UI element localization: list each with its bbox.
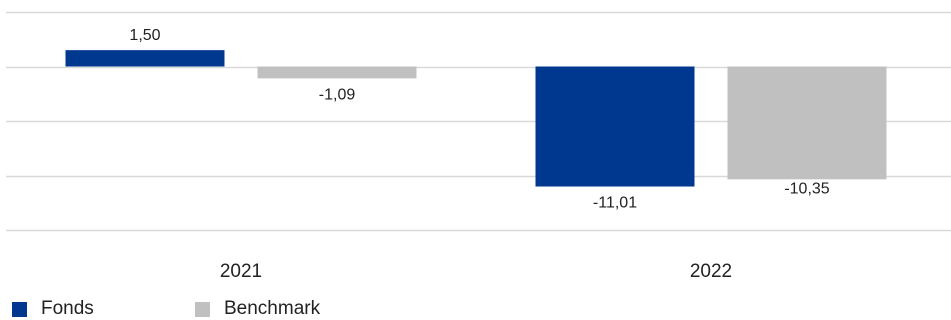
data-label-benchmark-2021: -1,09 (319, 86, 356, 103)
bar-benchmark-2021 (257, 66, 417, 79)
data-label-fonds-2022: -11,01 (593, 195, 637, 212)
legend-label-fonds: Fonds (41, 298, 94, 319)
bar-fonds-2022 (535, 66, 695, 187)
legend-swatch-benchmark (195, 301, 210, 317)
legend-item-fonds: Fonds (12, 298, 94, 320)
category-label-2022: 2022 (690, 261, 732, 282)
legend-item-benchmark: Benchmark (195, 298, 320, 320)
category-label-2021: 2021 (220, 261, 262, 282)
legend: Fonds Benchmark (0, 298, 951, 320)
data-label-fonds-2021: 1,50 (129, 27, 160, 44)
legend-label-benchmark: Benchmark (224, 298, 321, 319)
bar-chart: 1,50 -1,09 2021 -11,01 -10,35 2022 (6, 11, 951, 282)
data-label-benchmark-2022: -10,35 (784, 180, 829, 197)
legend-swatch-fonds (12, 301, 27, 317)
bar-benchmark-2022 (727, 66, 887, 180)
bar-fonds-2021 (65, 50, 225, 67)
